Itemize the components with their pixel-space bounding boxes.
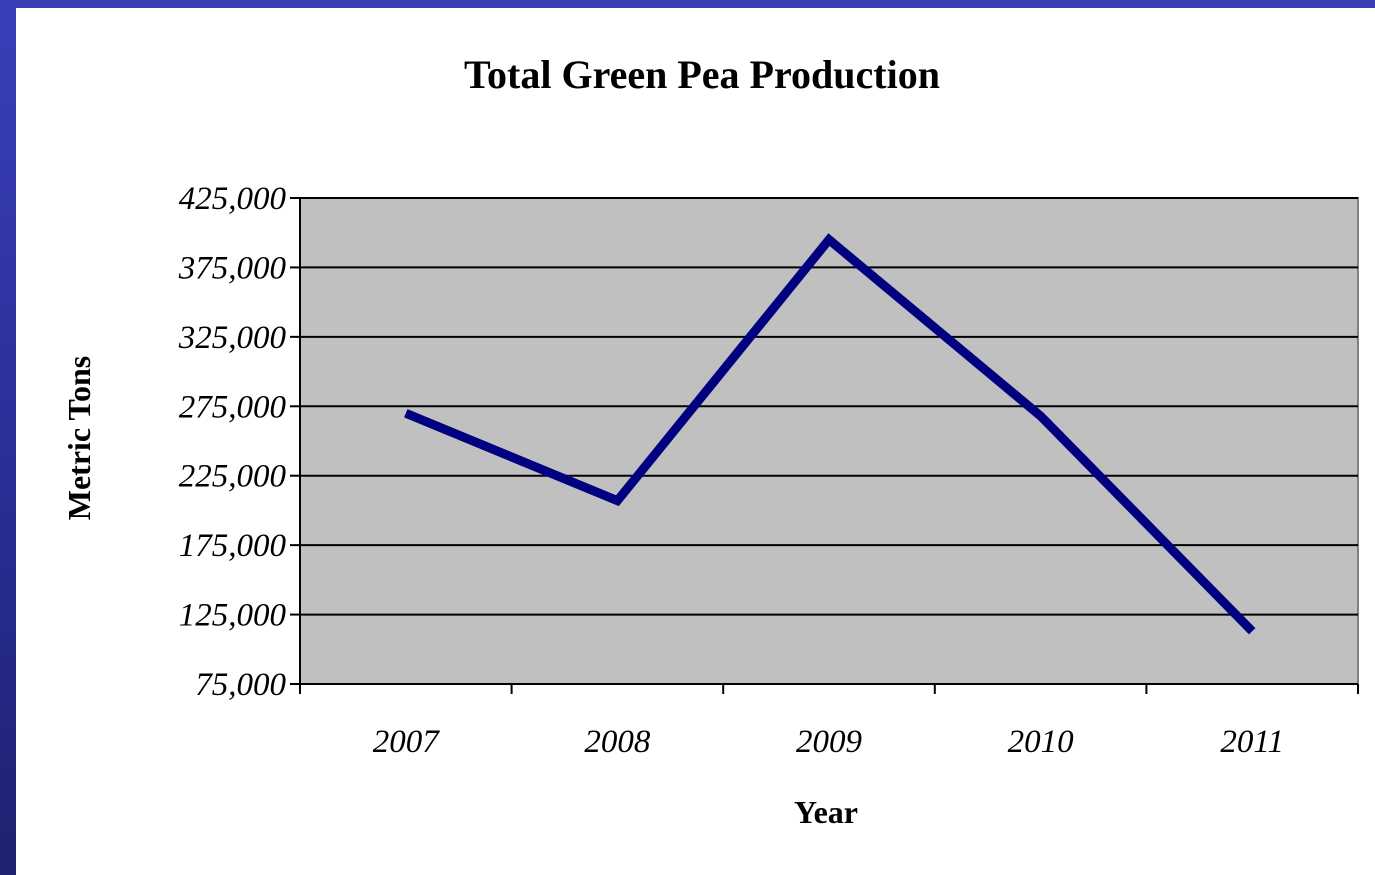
y-tick-label: 75,000 bbox=[195, 667, 286, 703]
x-axis bbox=[299, 683, 1359, 694]
x-tick-label: 2007 bbox=[373, 724, 441, 760]
x-tick-label: 2010 bbox=[1008, 724, 1075, 760]
gridlines bbox=[300, 197, 1358, 616]
x-tick-labels: 2007 2008 2009 2010 2011 bbox=[373, 724, 1284, 760]
y-axis-title: Metric Tons bbox=[61, 356, 97, 520]
y-tick-label: 325,000 bbox=[178, 320, 287, 356]
x-tick-label: 2011 bbox=[1220, 724, 1284, 760]
y-tick-label: 425,000 bbox=[179, 181, 287, 217]
y-tick-label: 225,000 bbox=[179, 459, 287, 495]
chart-title: Total Green Pea Production bbox=[464, 52, 940, 97]
x-tick-label: 2009 bbox=[796, 724, 862, 760]
plot-area bbox=[299, 197, 1359, 685]
y-tick-label: 125,000 bbox=[179, 598, 287, 634]
y-axis bbox=[290, 197, 301, 685]
y-tick-label: 175,000 bbox=[179, 528, 287, 564]
x-tick-label: 2008 bbox=[584, 724, 651, 760]
y-tick-label: 275,000 bbox=[179, 389, 287, 425]
y-tick-label: 375,000 bbox=[178, 250, 287, 286]
y-tick-labels: 75,000 125,000 175,000 225,000 275,000 325,00… bbox=[178, 181, 287, 703]
series-line bbox=[404, 233, 1256, 635]
x-axis-title: Year bbox=[794, 794, 858, 830]
series-group bbox=[404, 233, 1256, 635]
